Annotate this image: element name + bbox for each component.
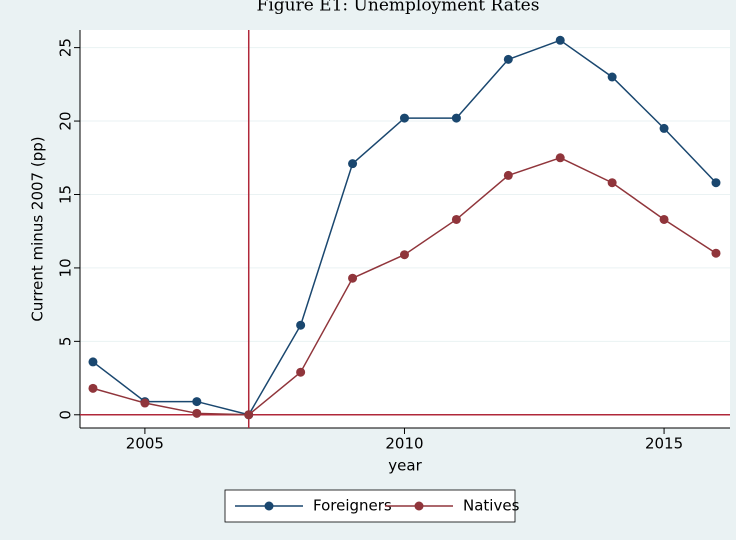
- legend-label: Foreigners: [313, 497, 392, 515]
- point: [711, 248, 721, 258]
- point: [503, 54, 513, 64]
- point: [711, 178, 721, 188]
- point: [244, 410, 254, 420]
- point: [192, 397, 202, 407]
- legend-label: Natives: [463, 497, 520, 515]
- point: [399, 250, 409, 260]
- point: [296, 320, 306, 330]
- point: [659, 214, 669, 224]
- y-axis-label: Current minus 2007 (pp): [29, 136, 47, 321]
- point: [451, 113, 461, 123]
- y-tick-label: 25: [57, 38, 75, 57]
- point: [399, 113, 409, 123]
- point: [348, 273, 358, 283]
- legend-marker: [414, 501, 424, 511]
- y-tick-label: 0: [57, 410, 75, 420]
- x-axis-label: year: [388, 457, 422, 475]
- chart-title: Figure E1: Unemployment Rates: [257, 0, 540, 16]
- y-tick-label: 20: [57, 112, 75, 131]
- point: [140, 398, 150, 408]
- point: [88, 383, 98, 393]
- point: [503, 170, 513, 180]
- point: [348, 159, 358, 169]
- y-tick-label: 5: [57, 337, 75, 347]
- point: [555, 153, 565, 163]
- x-tick-label: 2010: [385, 435, 423, 453]
- y-tick-label: 15: [57, 185, 75, 204]
- point: [451, 214, 461, 224]
- point: [659, 123, 669, 133]
- x-tick-label: 2015: [645, 435, 683, 453]
- point: [296, 367, 306, 377]
- x-tick-label: 2005: [126, 435, 164, 453]
- point: [555, 35, 565, 45]
- point: [88, 357, 98, 367]
- legend-marker: [264, 501, 274, 511]
- plot-area: [80, 30, 730, 428]
- y-tick-label: 10: [57, 258, 75, 277]
- point: [607, 72, 617, 82]
- point: [192, 408, 202, 418]
- point: [607, 178, 617, 188]
